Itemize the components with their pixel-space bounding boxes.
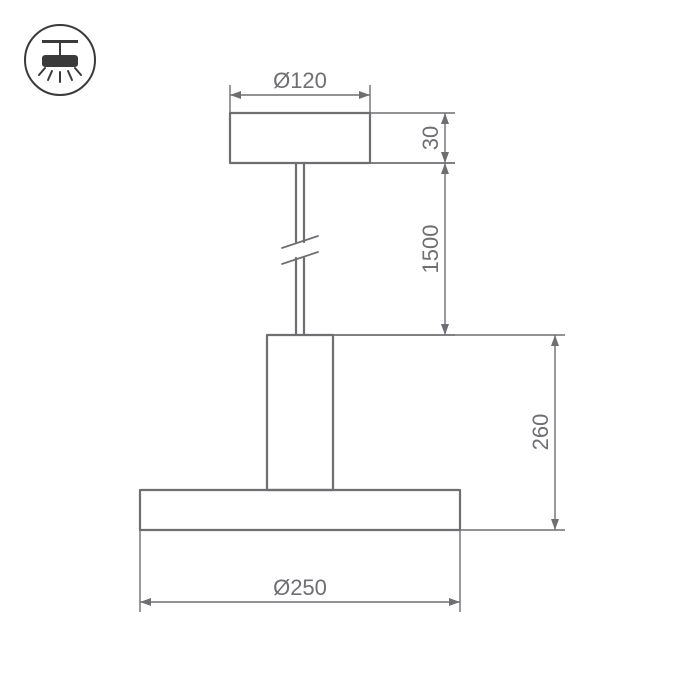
svg-text:30: 30 xyxy=(418,126,443,150)
svg-text:Ø120: Ø120 xyxy=(273,68,327,93)
svg-text:1500: 1500 xyxy=(418,225,443,274)
technical-drawing xyxy=(140,113,460,530)
dim-body-height: 260 xyxy=(333,335,565,530)
svg-text:260: 260 xyxy=(528,414,553,451)
dim-top-diameter: Ø120 xyxy=(230,68,370,113)
dim-bottom-diameter: Ø250 xyxy=(140,530,460,612)
dim-cable-length: 1500 xyxy=(333,163,455,335)
svg-text:Ø250: Ø250 xyxy=(273,575,327,600)
mounting-type-icon xyxy=(25,25,95,95)
dim-canopy-height: 30 xyxy=(370,113,455,163)
